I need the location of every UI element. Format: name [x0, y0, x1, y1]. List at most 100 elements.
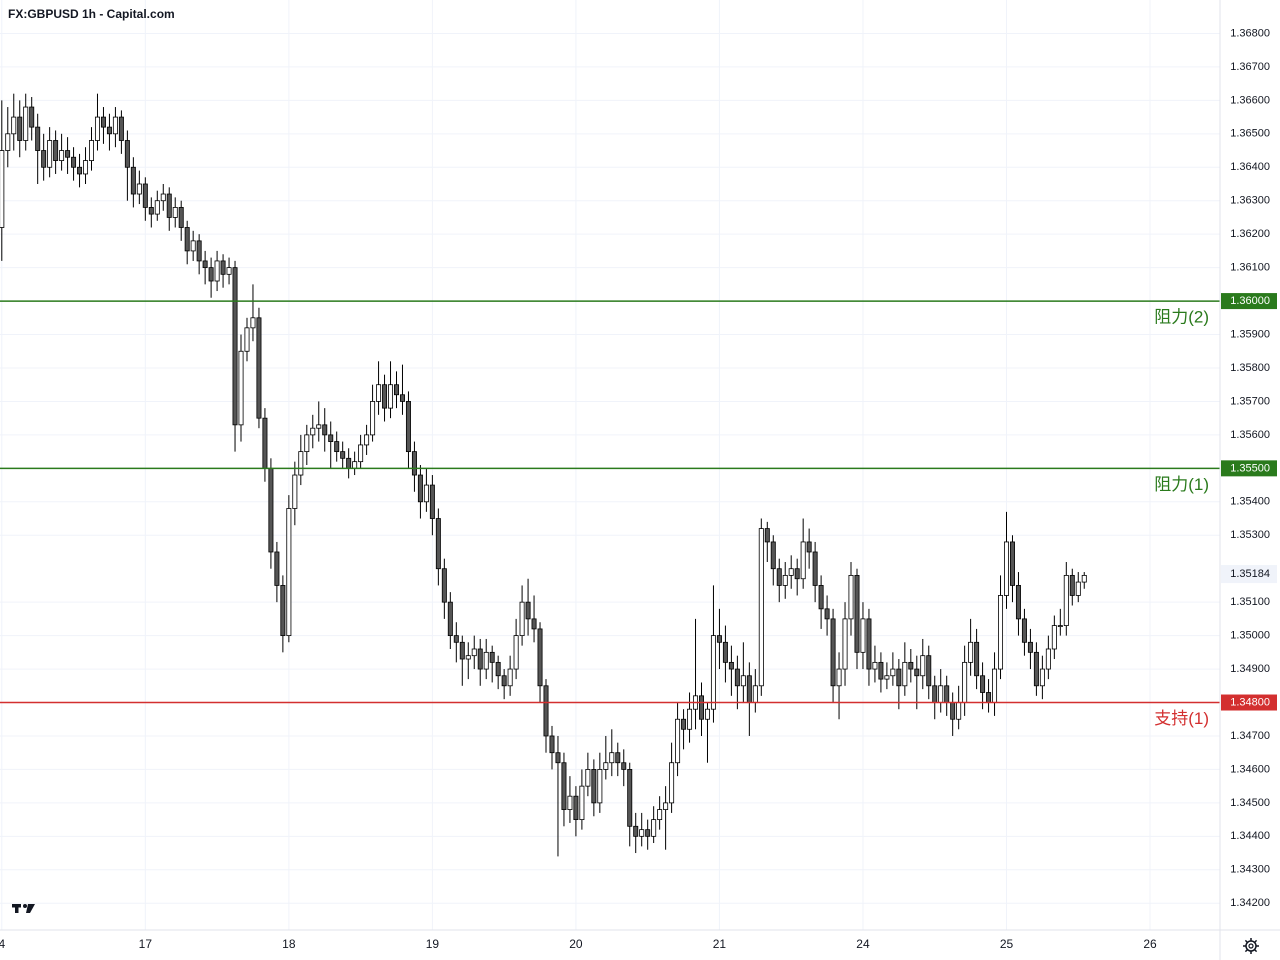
candle-body: [190, 240, 196, 252]
x-tick-label: 18: [282, 937, 296, 951]
candle-body: [531, 618, 537, 630]
candle-body: [477, 648, 483, 670]
price-tag-label: 1.34800: [1230, 696, 1270, 708]
settings-icon[interactable]: [1243, 938, 1259, 954]
candle-body: [525, 601, 531, 620]
candle-body: [316, 424, 322, 429]
candle-body: [920, 655, 926, 677]
candle-body: [1033, 651, 1039, 687]
candle-body: [585, 769, 591, 787]
candle-body: [11, 116, 17, 135]
candle-body: [184, 227, 190, 252]
candle-body: [519, 601, 525, 637]
candle-body: [89, 140, 94, 161]
y-tick-label: 1.36600: [1230, 94, 1270, 106]
candle-body: [322, 424, 328, 436]
overlay: 1.36800 1.36700 1.36600 1.36500 1.36400 1.363…: [0, 27, 1277, 951]
candle-body: [411, 451, 417, 476]
candle-body: [47, 140, 53, 168]
candle-body: [782, 574, 788, 586]
candle-body: [728, 661, 734, 670]
candle-body: [938, 685, 944, 703]
candle-body: [244, 327, 250, 352]
candle-body: [657, 809, 663, 821]
tradingview-logo: [12, 904, 35, 913]
y-tick-label: 1.34900: [1230, 663, 1270, 675]
candle-body: [489, 651, 495, 663]
candle-body: [537, 628, 543, 687]
candle-body: [669, 762, 675, 804]
candle-body: [136, 183, 142, 195]
candle-body: [878, 661, 884, 680]
candle-body: [423, 484, 429, 503]
candle-body: [417, 474, 423, 503]
candle-body: [824, 608, 830, 620]
y-tick-label: 1.36700: [1230, 61, 1270, 73]
y-tick-label: 1.35300: [1230, 529, 1270, 541]
candle-body: [890, 668, 896, 677]
candle-body: [5, 133, 11, 151]
candle-body: [130, 166, 136, 195]
candle-body: [394, 384, 399, 396]
candle-body: [1009, 541, 1015, 586]
last-price-tag: [1221, 565, 1277, 584]
candle-body: [376, 384, 382, 402]
candle-body: [94, 116, 100, 141]
candle-body: [806, 541, 812, 553]
candle-body: [740, 675, 746, 687]
y-tick-label: 1.35800: [1230, 362, 1270, 374]
candle-body: [388, 384, 394, 409]
candle-body: [298, 451, 304, 476]
candle-body: [112, 116, 118, 135]
candle-body: [764, 528, 770, 543]
candle-body: [220, 260, 226, 275]
candle-body: [962, 661, 968, 703]
candle-body: [1075, 581, 1081, 596]
candle-body: [926, 655, 932, 687]
level-label: 阻力(1): [1154, 475, 1209, 494]
candle-body: [35, 126, 41, 151]
candle-body: [53, 140, 59, 161]
candle-body: [866, 618, 872, 670]
x-tick-label: 24: [856, 937, 870, 951]
candle-body: [346, 457, 352, 469]
x-tick-label: 19: [426, 937, 440, 951]
candle-body: [561, 762, 567, 810]
candle-body: [681, 718, 687, 730]
candle-body: [495, 661, 501, 677]
candle-body: [483, 651, 489, 670]
candle-body: [830, 618, 836, 687]
candle-body: [262, 417, 268, 469]
candle-body: [178, 207, 184, 228]
candle-body: [609, 752, 615, 764]
y-tick-label: 1.35600: [1230, 429, 1270, 441]
candle-body: [932, 685, 938, 703]
candle-body: [734, 668, 740, 687]
candle-body: [65, 150, 71, 158]
candle-body: [1027, 641, 1033, 653]
candle-body: [202, 260, 208, 269]
candle-body: [884, 675, 890, 680]
candle-body: [675, 718, 681, 764]
candle-body: [208, 267, 214, 282]
candle-body: [106, 126, 112, 135]
candle-body: [304, 434, 310, 453]
y-tick-label: 1.36100: [1230, 262, 1270, 274]
candle-body: [704, 708, 710, 720]
candle-body: [836, 668, 842, 687]
y-tick-label: 1.35400: [1230, 496, 1270, 508]
candle-body: [956, 702, 962, 720]
candle-body: [746, 675, 752, 703]
candle-body: [280, 585, 286, 637]
candle-body: [597, 769, 603, 804]
candle-body: [615, 752, 621, 764]
candle-body: [645, 829, 651, 837]
candle-body: [238, 350, 244, 426]
candle-body: [286, 508, 292, 637]
y-tick-label: 1.34700: [1230, 730, 1270, 742]
y-tick-label: 1.35700: [1230, 395, 1270, 407]
candle-body: [23, 106, 29, 141]
candle-body: [100, 116, 106, 128]
candle-body: [633, 825, 639, 837]
candle-body: [992, 668, 998, 703]
